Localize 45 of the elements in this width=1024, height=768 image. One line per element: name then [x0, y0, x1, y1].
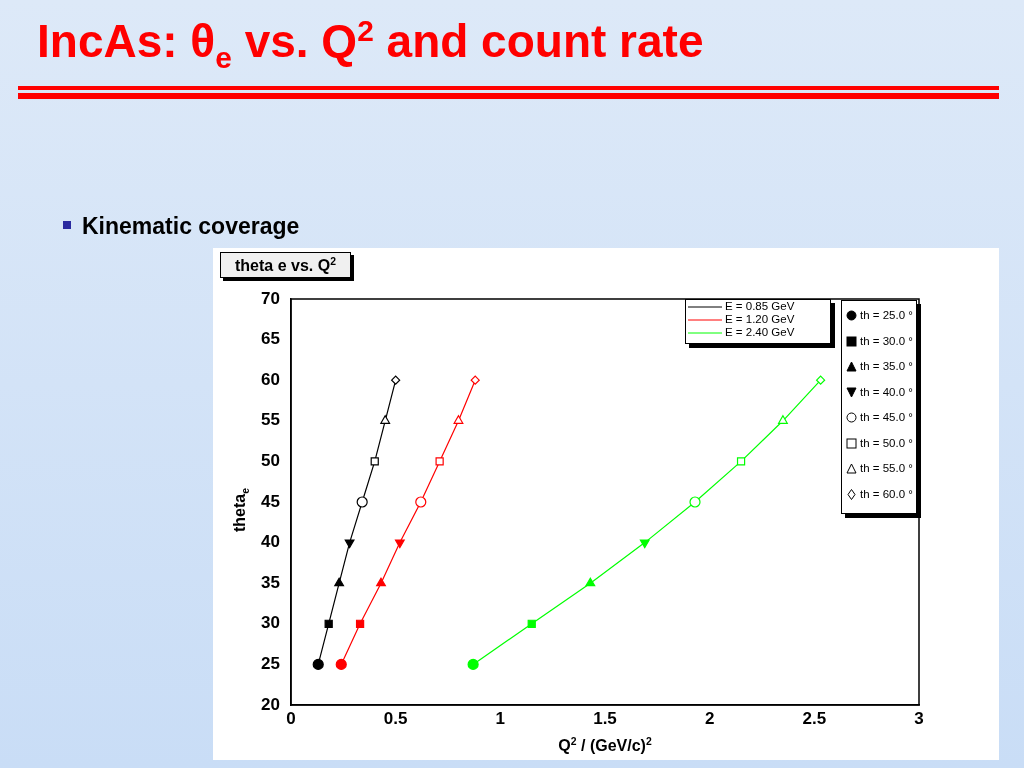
legend-label: E = 2.40 GeV	[725, 326, 795, 339]
y-tick-label: 30	[261, 613, 280, 633]
chart-subtitle: Kinematic coverage	[82, 213, 300, 240]
y-tick-label: 65	[261, 329, 280, 349]
point	[816, 375, 826, 385]
legend-label: th = 25.0 °	[860, 309, 913, 323]
x-tick-label: 0	[286, 709, 296, 729]
legend-label: th = 35.0 °	[860, 360, 913, 374]
point	[689, 496, 701, 508]
point	[391, 375, 401, 385]
point	[778, 415, 788, 424]
point	[380, 415, 391, 424]
point	[415, 496, 427, 508]
legend-label: th = 50.0 °	[860, 436, 913, 450]
legend-label: E = 0.85 GeV	[725, 300, 795, 313]
text: theta e vs. Q$^{2}$	[220, 252, 351, 279]
y-tick-label: 20	[261, 694, 280, 714]
legend-label: th = 60.0 °	[860, 487, 913, 501]
x-tick-label: 0.5	[383, 709, 408, 729]
point	[470, 375, 480, 385]
chart-title: IncAs: θ$_{e}$ vs. Q$^{2}$ and count rate	[37, 14, 704, 75]
legend-label: E = 1.20 GeV	[725, 313, 795, 326]
x-tick-label: 3	[914, 709, 924, 729]
x-tick-label: 2.5	[802, 709, 827, 729]
point	[453, 415, 464, 424]
y-tick-label: 60	[261, 369, 280, 389]
point	[736, 457, 746, 466]
legend-label: th = 55.0 °	[860, 462, 913, 476]
y-tick-label: 50	[261, 451, 280, 471]
point	[356, 496, 368, 508]
legend-label: th = 45.0 °	[860, 411, 913, 425]
point	[435, 457, 444, 466]
legend-label: th = 40.0 °	[860, 385, 913, 399]
point	[370, 457, 379, 466]
x-tick-label: 1.5	[593, 709, 617, 729]
y-tick-label: 55	[261, 410, 280, 430]
x-tick-label: 2	[704, 709, 715, 729]
y-tick-label: 70	[261, 288, 280, 308]
y-tick-label: 45	[261, 491, 280, 511]
x-tick-label: 1	[495, 709, 506, 729]
x-axis-title: Q$^{2}$ / (GeV/c)$^{2}$	[558, 736, 652, 756]
legend-label: th = 30.0 °	[860, 334, 913, 348]
y-tick-label: 40	[261, 532, 280, 552]
y-tick-label: 25	[261, 654, 280, 674]
y-tick-label: 35	[261, 572, 280, 592]
